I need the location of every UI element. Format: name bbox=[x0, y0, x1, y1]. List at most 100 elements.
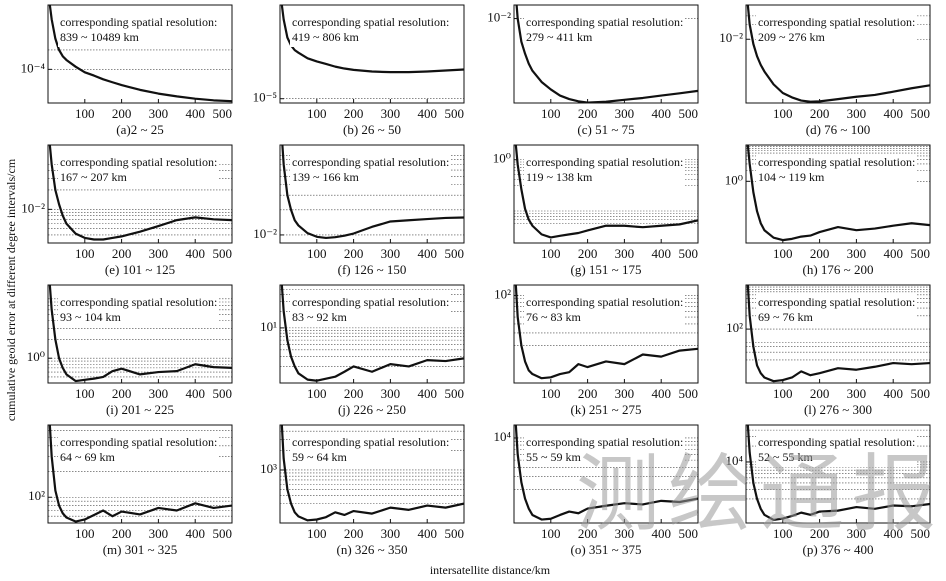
annotation-bg bbox=[58, 294, 218, 327]
x-tick-label: 500 bbox=[679, 526, 699, 541]
annotation-bg bbox=[756, 154, 916, 187]
annotation: corresponding spatial resolution: bbox=[526, 155, 683, 169]
x-tick-label: 400 bbox=[185, 106, 205, 121]
x-tick-label: 300 bbox=[149, 246, 169, 261]
y-tick-label: 10⁻⁴ bbox=[21, 60, 46, 75]
y-tick-label: 10⁻² bbox=[487, 10, 511, 25]
x-tick-label: 200 bbox=[344, 526, 364, 541]
data-line bbox=[746, 285, 930, 383]
x-tick-label: 200 bbox=[344, 386, 364, 401]
annotation-bg bbox=[524, 154, 684, 187]
panel-caption: (d) 76 ~ 100 bbox=[806, 122, 870, 137]
x-tick-label: 500 bbox=[911, 106, 931, 121]
x-tick-label: 400 bbox=[883, 246, 903, 261]
panel-caption: (g) 151 ~ 175 bbox=[571, 262, 642, 277]
data-line bbox=[281, 145, 464, 240]
plot-frame bbox=[513, 284, 699, 384]
x-tick-label: 400 bbox=[651, 386, 671, 401]
data-line bbox=[48, 5, 232, 103]
x-tick-label: 200 bbox=[810, 106, 830, 121]
data-line bbox=[515, 5, 698, 103]
x-tick-label: 300 bbox=[149, 386, 169, 401]
annotation: corresponding spatial resolution: bbox=[526, 435, 683, 449]
y-tick-label: 10⁰ bbox=[725, 172, 743, 187]
annotation: corresponding spatial resolution: bbox=[526, 15, 683, 29]
y-tick-label: 10⁻² bbox=[21, 200, 45, 215]
annotation: 839 ~ 10489 km bbox=[60, 30, 139, 44]
y-tick-label: 10⁻⁵ bbox=[253, 90, 277, 105]
panel: 10⁻² 100 200 300 400 500 corresponding spatial… bbox=[719, 4, 931, 137]
x-tick-label: 400 bbox=[417, 386, 437, 401]
annotation: corresponding spatial resolution: bbox=[526, 295, 683, 309]
y-tick-label: 10² bbox=[726, 320, 743, 335]
x-tick-label: 400 bbox=[883, 526, 903, 541]
x-tick-label: 500 bbox=[679, 246, 699, 261]
x-tick-label: 500 bbox=[213, 106, 233, 121]
x-tick-label: 500 bbox=[445, 246, 465, 261]
annotation: 93 ~ 104 km bbox=[60, 310, 121, 324]
x-tick-label: 300 bbox=[381, 106, 401, 121]
x-tick-label: 300 bbox=[615, 246, 635, 261]
panel-caption: (h) 176 ~ 200 bbox=[803, 262, 874, 277]
plot-frame bbox=[47, 424, 233, 524]
x-tick-label: 500 bbox=[445, 106, 465, 121]
panel-caption: (f) 126 ~ 150 bbox=[338, 262, 407, 277]
annotation-bg bbox=[756, 294, 916, 327]
data-line bbox=[746, 5, 930, 103]
y-tick-label: 10³ bbox=[260, 461, 277, 476]
x-tick-label: 500 bbox=[445, 386, 465, 401]
annotation: 167 ~ 207 km bbox=[60, 170, 127, 184]
panel-caption: (i) 201 ~ 225 bbox=[106, 402, 174, 417]
data-line bbox=[746, 145, 930, 242]
annotation: corresponding spatial resolution: bbox=[758, 435, 915, 449]
y-tick-label: 10¹ bbox=[260, 319, 277, 334]
data-line bbox=[48, 425, 232, 523]
x-tick-label: 500 bbox=[911, 526, 931, 541]
data-line bbox=[514, 285, 698, 380]
x-tick-label: 200 bbox=[578, 246, 598, 261]
annotation: corresponding spatial resolution: bbox=[758, 15, 915, 29]
plot-frame bbox=[745, 284, 931, 384]
plot-frame bbox=[47, 144, 233, 244]
data-line bbox=[48, 145, 232, 241]
panel: 10⁰ 100 200 300 400 500 corresponding spatial … bbox=[725, 144, 931, 277]
x-tick-label: 100 bbox=[307, 386, 327, 401]
annotation-bg bbox=[58, 154, 218, 187]
panel: 10⁻² 100 200 300 400 500 corresponding spatial… bbox=[253, 144, 465, 277]
x-tick-label: 500 bbox=[679, 106, 699, 121]
plot-frame bbox=[279, 4, 465, 104]
data-line bbox=[48, 285, 232, 383]
x-tick-label: 500 bbox=[213, 246, 233, 261]
annotation: 69 ~ 76 km bbox=[758, 310, 813, 324]
x-tick-label: 300 bbox=[615, 526, 635, 541]
panel-caption: (b) 26 ~ 50 bbox=[343, 122, 401, 137]
x-tick-label: 400 bbox=[651, 246, 671, 261]
y-tick-label: 10⁰ bbox=[493, 151, 511, 166]
annotation: 64 ~ 69 km bbox=[60, 450, 115, 464]
plot-frame bbox=[513, 144, 699, 244]
x-tick-label: 100 bbox=[75, 106, 95, 121]
x-tick-label: 200 bbox=[344, 106, 364, 121]
x-tick-label: 300 bbox=[615, 106, 635, 121]
plot-frame bbox=[47, 284, 233, 384]
panel-caption: (n) 326 ~ 350 bbox=[337, 542, 408, 557]
data-line bbox=[514, 425, 698, 521]
plot-frame bbox=[745, 424, 931, 524]
x-tick-label: 400 bbox=[185, 526, 205, 541]
annotation: corresponding spatial resolution: bbox=[758, 155, 915, 169]
annotation: 52 ~ 55 km bbox=[758, 450, 813, 464]
x-tick-label: 300 bbox=[847, 246, 867, 261]
annotation: corresponding spatial resolution: bbox=[292, 435, 449, 449]
annotation: 104 ~ 119 km bbox=[758, 170, 825, 184]
x-tick-label: 400 bbox=[883, 106, 903, 121]
x-tick-label: 300 bbox=[847, 106, 867, 121]
annotation: 119 ~ 138 km bbox=[526, 170, 593, 184]
panel-caption: (k) 251 ~ 275 bbox=[571, 402, 642, 417]
x-tick-label: 400 bbox=[185, 386, 205, 401]
annotation-bg bbox=[290, 14, 450, 47]
panel: 10² 100 200 300 400 500 corresponding spatial … bbox=[28, 424, 233, 557]
annotation-bg bbox=[290, 154, 450, 187]
y-tick-label: 10⁰ bbox=[27, 349, 45, 364]
x-tick-label: 300 bbox=[381, 386, 401, 401]
